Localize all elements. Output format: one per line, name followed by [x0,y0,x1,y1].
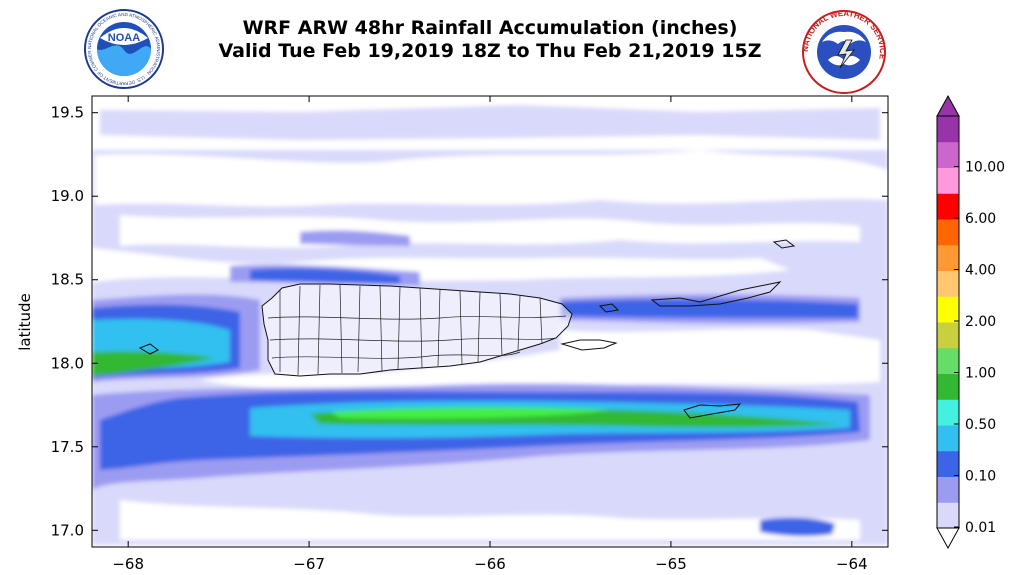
x-axis: −68 −67 −66 −65 −64 [112,96,868,573]
colorbar-segment [937,141,959,168]
x-tick-label: −68 [112,555,144,573]
rainfall-contours [92,105,888,545]
rain-band-light [100,105,880,140]
y-axis: 17.0 17.5 18.0 18.5 19.0 19.5 [51,104,888,539]
rain-band-blue [760,517,835,537]
rain-free-area [120,500,860,540]
rain-band-light-purple [300,230,410,246]
colorbar-segment [937,296,959,323]
anegada-outline [772,239,796,249]
vieques-outline [560,339,618,351]
noaa-logo: NOAA NATIONAL OCEANIC AND ATMOSPHERIC AD… [83,8,164,89]
y-tick-label: 18.5 [51,271,84,289]
colorbar-segment [937,399,959,426]
colorbar-label: 1.00 [965,366,996,382]
municipal-boundaries [267,284,567,376]
nws-logo: NATIONAL WEATHER SERVICE [801,9,887,94]
colorbar-frame [936,115,960,529]
colorbar-segment [937,450,959,477]
rain-free-area [200,329,880,390]
colorbar-min-extend [936,527,960,550]
colorbar-label: 0.01 [965,520,996,536]
colorbar-label: 4.00 [965,263,996,279]
y-tick-label: 17.5 [51,438,84,456]
chart-subtitle: Valid Tue Feb 19,2019 18Z to Thu Feb 21,… [218,40,762,62]
svg-text:NOAA: NOAA [108,32,140,44]
x-tick-label: −65 [655,555,687,573]
colorbar-segment [937,193,959,220]
colorbar-label: 2.00 [965,314,996,330]
colorbar-segment [937,425,959,452]
st-croix-outline [683,403,742,419]
colorbar-label: 0.10 [965,469,996,485]
colorbar: 0.01 0.10 0.50 1.00 2.00 4.00 6.00 10.00 [936,94,1005,550]
colorbar-segment [937,347,959,374]
y-tick-label: 18.0 [51,354,84,372]
culebra-outline [598,303,620,313]
x-tick-label: −64 [836,555,868,573]
colorbar-segment [937,167,959,194]
colorbar-segment [937,116,959,143]
x-tick-label: −67 [293,555,325,573]
colorbar-segment [937,373,959,400]
rain-free-area [95,150,888,207]
colorbar-label: 0.50 [965,417,996,433]
colorbar-label: 10.00 [965,160,1005,176]
colorbar-segment [937,322,959,349]
y-tick-label: 19.0 [51,187,84,205]
y-tick-label: 17.0 [51,521,84,539]
colorbar-segment [937,270,959,297]
colorbar-max-extend [936,94,960,117]
chart-title: WRF ARW 48hr Rainfall Accumulation (inch… [242,17,738,39]
colorbar-segment [937,244,959,271]
colorbar-segment [937,502,959,529]
colorbar-segment [937,476,959,503]
rain-band-blue [560,299,858,318]
y-axis-label: latitude [16,293,34,351]
rain-band-blue [250,268,400,284]
rain-band-bright-green [330,407,610,419]
y-tick-label: 19.5 [51,104,84,122]
mona-island-outline [138,343,159,355]
virgin-islands-outline [650,281,782,307]
colorbar-segment [937,219,959,246]
x-tick-label: −66 [474,555,506,573]
rain-band-green [92,351,215,376]
colorbar-label: 6.00 [965,211,996,227]
